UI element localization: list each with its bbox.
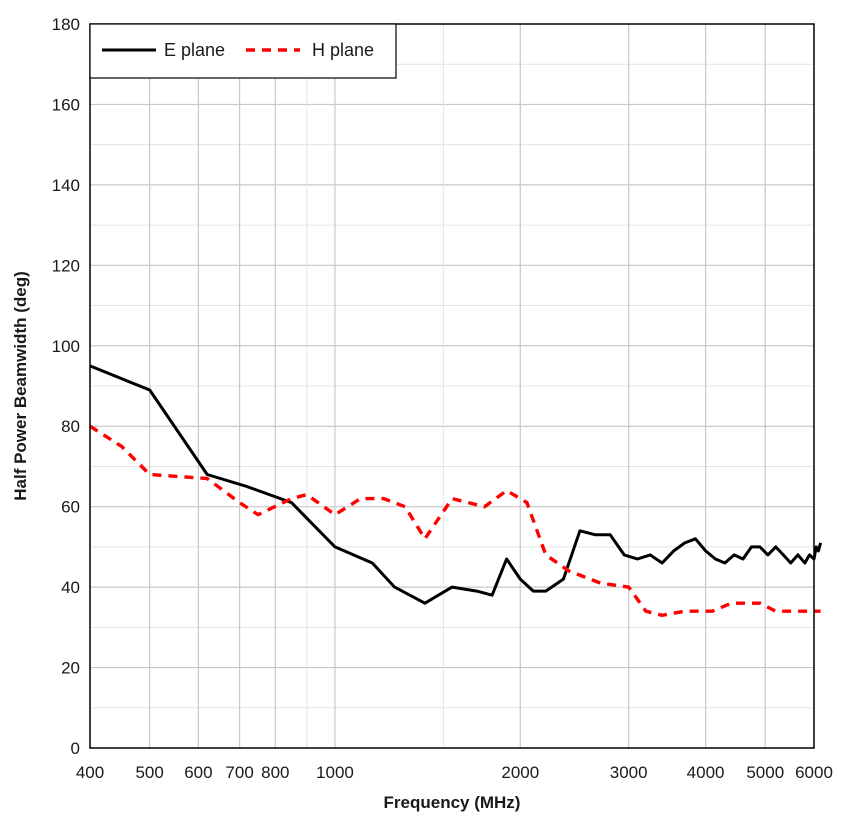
- y-tick-label: 120: [52, 256, 80, 275]
- y-tick-label: 0: [71, 739, 80, 758]
- y-axis-title: Half Power Beamwidth (deg): [11, 271, 30, 501]
- legend-label-e-plane: E plane: [164, 40, 225, 60]
- series-line-h-plane: [89, 424, 821, 617]
- y-tick-labels: 0 20 40 60 80 100 120 140 160 180: [52, 15, 80, 758]
- series-lines: [89, 364, 823, 617]
- y-tick-label: 180: [52, 15, 80, 34]
- x-tick-label: 3000: [610, 763, 648, 782]
- x-axis-title: Frequency (MHz): [384, 793, 521, 812]
- x-tick-label: 400: [76, 763, 104, 782]
- x-tick-label: 6000: [795, 763, 833, 782]
- x-tick-label: 5000: [746, 763, 784, 782]
- x-tick-label: 800: [261, 763, 289, 782]
- y-tick-label: 60: [61, 498, 80, 517]
- y-tick-label: 100: [52, 337, 80, 356]
- grid-lines: [90, 24, 814, 748]
- y-tick-label: 160: [52, 95, 80, 114]
- x-tick-label: 500: [135, 763, 163, 782]
- x-tick-labels: 400 500 600 700 800 1000 2000 3000 4000 5000 6000: [76, 763, 833, 782]
- x-tick-label: 4000: [687, 763, 725, 782]
- x-tick-label: 2000: [501, 763, 539, 782]
- y-tick-label: 80: [61, 417, 80, 436]
- plot-frame: [89, 23, 815, 749]
- legend-label-h-plane: H plane: [312, 40, 374, 60]
- x-tick-label: 700: [225, 763, 253, 782]
- legend: E plane H plane: [89, 23, 397, 79]
- y-tick-label: 20: [61, 659, 80, 678]
- x-tick-label: 1000: [316, 763, 354, 782]
- x-tick-label: 600: [184, 763, 212, 782]
- y-tick-label: 40: [61, 578, 80, 597]
- y-tick-label: 140: [52, 176, 80, 195]
- series-line-e-plane: [89, 364, 823, 605]
